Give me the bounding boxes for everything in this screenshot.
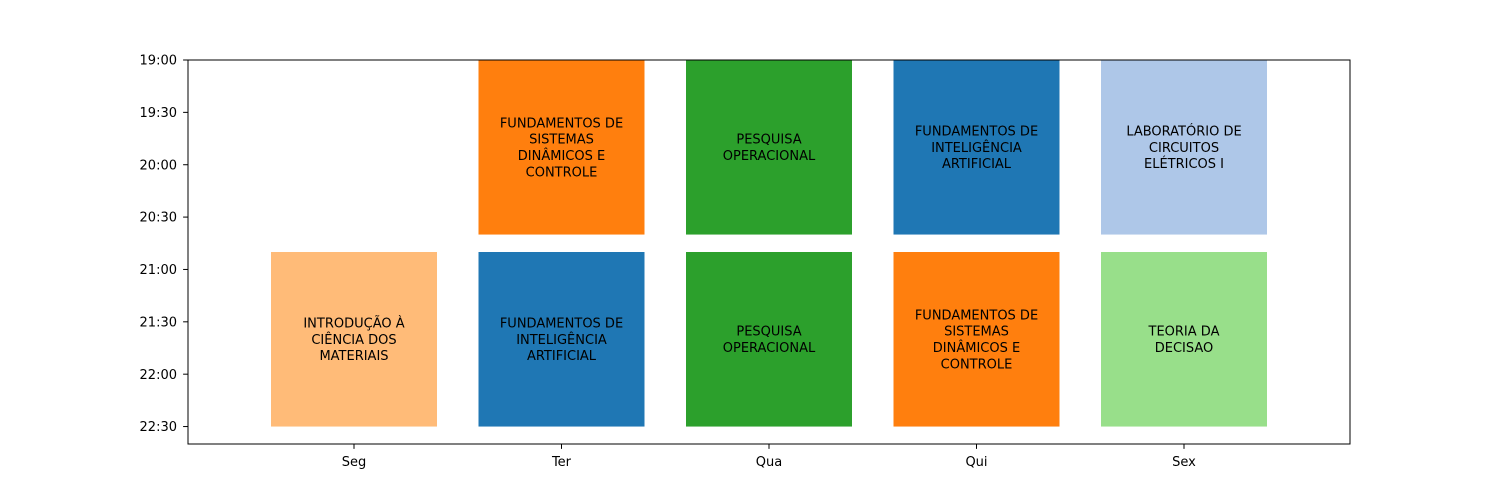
y-tick-label: 20:30 [140,211,177,226]
session-label-line: SISTEMAS [944,325,1009,340]
x-axis: Seg Ter Qua Qui Sex [342,444,1196,470]
y-tick-label: 21:00 [140,263,177,278]
session-label: PESQUISA OPERACIONAL [723,325,816,356]
session-labels: FUNDAMENTOS DE SISTEMAS DINÂMICOS E CONTROL… [303,116,1241,372]
session-label: FUNDAMENTOS DE INTELIGÊNCIA ARTIFICIAL [500,317,623,365]
x-tick-label: Qua [756,455,782,470]
session-label: FUNDAMENTOS DE SISTEMAS DINÂMICOS E CONTROL… [915,308,1038,372]
session-label-line: OPERACIONAL [723,341,816,356]
y-axis: 19:00 19:30 20:00 20:30 21:00 21:30 22:00 22:30 [140,54,188,435]
session-label-line: LABORATÓRIO DE [1126,124,1241,140]
session-label-line: ARTIFICIAL [527,349,597,364]
session-label: TEORIA DA DECISAO [1148,325,1220,356]
x-tick-label: Sex [1172,455,1196,470]
session-label: PESQUISA OPERACIONAL [723,133,816,164]
session-label-line: CONTROLE [526,165,598,180]
session-blocks [271,60,1267,427]
y-tick-label: 19:30 [140,106,177,121]
session-label-line: ARTIFICIAL [942,157,1012,172]
session-block [271,252,437,427]
session-label: FUNDAMENTOS DE INTELIGÊNCIA ARTIFICIAL [915,125,1038,173]
session-label-line: ELÉTRICOS I [1144,156,1224,172]
session-block [893,252,1060,427]
session-label-line: MATERIAIS [319,349,388,364]
y-tick-label: 22:00 [140,368,177,383]
session-block [1101,252,1267,427]
session-block [893,60,1060,235]
session-label-line: FUNDAMENTOS DE [500,317,623,332]
session-label: FUNDAMENTOS DE SISTEMAS DINÂMICOS E CONTROL… [500,116,623,180]
session-label-line: FUNDAMENTOS DE [500,116,623,131]
session-block [478,252,645,427]
session-label: LABORATÓRIO DE CIRCUITOS ELÉTRICOS I [1126,124,1241,173]
x-tick-label: Ter [551,455,572,470]
session-label-line: PESQUISA [736,325,801,340]
session-label-line: PESQUISA [736,133,801,148]
session-label-line: FUNDAMENTOS DE [915,125,1038,140]
y-tick-label: 21:30 [140,315,177,330]
x-tick-label: Qui [965,455,987,470]
session-label-line: FUNDAMENTOS DE [915,308,1038,323]
y-tick-label: 22:30 [140,420,177,435]
session-label-line: CIRCUITOS [1149,141,1219,156]
session-label-line: OPERACIONAL [723,149,816,164]
session-block [686,252,852,427]
session-block [478,60,645,235]
y-tick-label: 20:00 [140,158,177,173]
session-label: INTRODUÇÃO À CIÊNCIA DOS MATERIAIS [303,316,404,365]
session-block [1101,60,1267,235]
session-label-line: DINÂMICOS E [933,340,1020,356]
session-label-line: INTRODUÇÃO À [303,316,404,332]
session-label-line: CONTROLE [941,357,1013,372]
session-label-line: DINÂMICOS E [518,148,605,164]
session-label-line: INTELIGÊNCIA [516,332,607,348]
session-label-line: INTELIGÊNCIA [931,140,1022,156]
session-label-line: CIÊNCIA DOS [311,332,396,348]
x-tick-label: Seg [342,455,367,470]
session-label-line: DECISAO [1155,341,1214,356]
session-block [686,60,852,235]
session-label-line: SISTEMAS [529,133,594,148]
y-tick-label: 19:00 [140,54,177,69]
session-label-line: TEORIA DA [1148,325,1220,340]
